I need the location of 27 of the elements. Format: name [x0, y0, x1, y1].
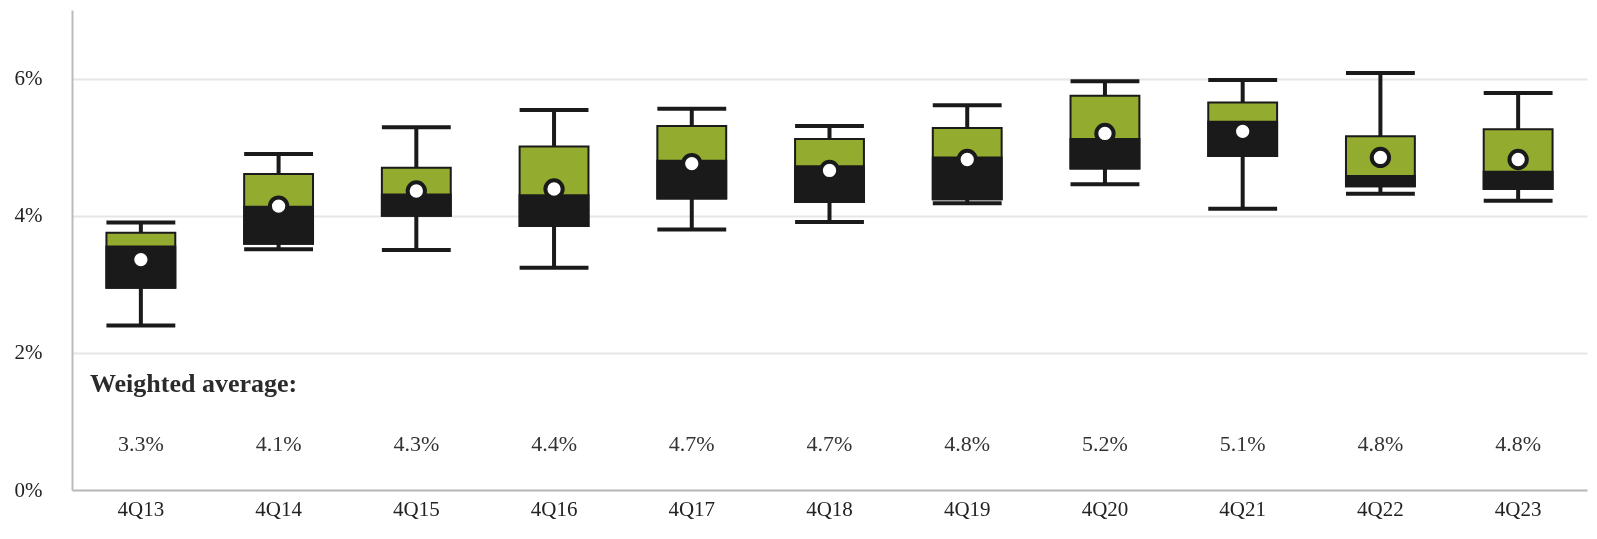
annotation: 4.4% [531, 431, 577, 456]
annotation: 3.3% [117, 431, 164, 456]
x-tick-label: 4Q21 [1219, 496, 1267, 521]
x-tick-label: 4Q15 [392, 496, 440, 521]
x-tick-label: 4Q22 [1357, 496, 1404, 521]
annotation: 4.3% [393, 431, 440, 456]
x-tick-label: 4Q20 [1081, 496, 1129, 521]
x-tick-label: 4Q18 [806, 496, 853, 521]
annotation: 4.8% [1357, 431, 1404, 456]
annotation: 4.1% [255, 431, 302, 456]
x-tick-label: 4Q13 [117, 496, 165, 521]
annotation: 4.7% [668, 431, 715, 456]
annotation: 4.8% [944, 431, 991, 456]
x-tick-label: 4Q17 [668, 496, 716, 521]
y-tick-label: 4% [14, 203, 43, 228]
annotation: Weighted average: [90, 369, 298, 398]
annotation: 4.7% [806, 431, 853, 456]
y-tick-label: 6% [14, 66, 43, 91]
x-tick-label: 4Q19 [943, 496, 991, 521]
x-tick-label: 4Q16 [530, 496, 578, 521]
y-tick-label: 2% [14, 340, 43, 365]
annotation: 5.2% [1082, 431, 1128, 456]
x-tick-label: 4Q14 [255, 496, 303, 521]
annotation: 5.1% [1219, 431, 1266, 456]
x-tick-label: 4Q23 [1494, 496, 1542, 521]
y-tick-label: 0% [14, 477, 43, 502]
annotation: 4.8% [1495, 431, 1542, 456]
